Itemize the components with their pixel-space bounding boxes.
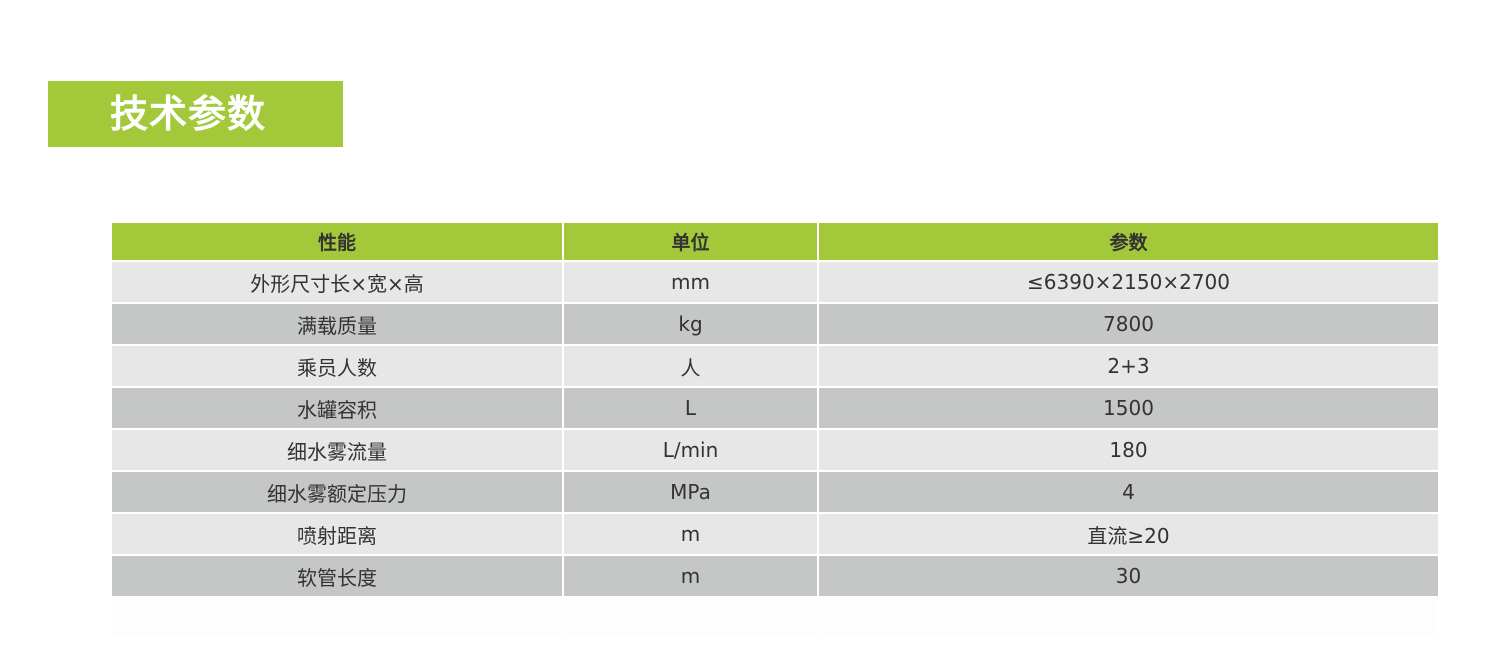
- cell-performance: 喷射距离: [112, 514, 562, 554]
- section-title-banner: 技术参数: [48, 81, 343, 147]
- cell-performance: 水罐容积: [112, 388, 562, 428]
- cell-unit: mm: [564, 262, 817, 302]
- table-row: 软管长度 m 30: [112, 556, 1438, 596]
- empty-cell: [112, 598, 562, 638]
- cell-value: 7800: [819, 304, 1438, 344]
- cell-unit: m: [564, 514, 817, 554]
- cell-performance: 软管长度: [112, 556, 562, 596]
- cell-unit: m: [564, 556, 817, 596]
- cell-value: 4: [819, 472, 1438, 512]
- header-parameter: 参数: [819, 223, 1438, 260]
- cell-unit: 人: [564, 346, 817, 386]
- cell-value: ≤6390×2150×2700: [819, 262, 1438, 302]
- cell-performance: 细水雾额定压力: [112, 472, 562, 512]
- header-performance: 性能: [112, 223, 562, 260]
- empty-cell: [819, 598, 1438, 638]
- section-title: 技术参数: [110, 92, 267, 136]
- cell-performance: 外形尺寸长×宽×高: [112, 262, 562, 302]
- cell-value: 30: [819, 556, 1438, 596]
- cell-performance: 细水雾流量: [112, 430, 562, 470]
- cell-unit: L: [564, 388, 817, 428]
- table-row: 细水雾额定压力 MPa 4: [112, 472, 1438, 512]
- header-unit: 单位: [564, 223, 817, 260]
- cell-value: 2+3: [819, 346, 1438, 386]
- cell-unit: MPa: [564, 472, 817, 512]
- table-row: 喷射距离 m 直流≥20: [112, 514, 1438, 554]
- cell-performance: 乘员人数: [112, 346, 562, 386]
- table-row: 乘员人数人 2+3: [112, 346, 1438, 386]
- table-header-row: 性能 单位 参数: [112, 223, 1438, 260]
- table-row: 细水雾流量 L/min 180: [112, 430, 1438, 470]
- cell-unit: kg: [564, 304, 817, 344]
- cell-value: 180: [819, 430, 1438, 470]
- cell-unit: L/min: [564, 430, 817, 470]
- table-row: 水罐容积 L 1500: [112, 388, 1438, 428]
- empty-cell: [564, 598, 817, 638]
- spec-table: 性能 单位 参数 外形尺寸长×宽×高 mm ≤6390×2150×2700 满载质量 k…: [112, 223, 1438, 640]
- table-row: 满载质量 kg 7800: [112, 304, 1438, 344]
- cell-value: 直流≥20: [819, 514, 1438, 554]
- cell-performance: 满载质量: [112, 304, 562, 344]
- table-row: 外形尺寸长×宽×高 mm ≤6390×2150×2700: [112, 262, 1438, 302]
- cell-value: 1500: [819, 388, 1438, 428]
- table-empty-row: [112, 598, 1438, 638]
